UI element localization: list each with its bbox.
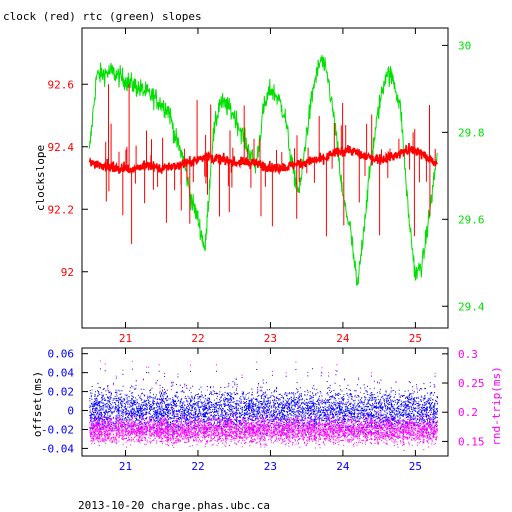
footer-text: 2013-10-20 charge.phas.ubc.ca (78, 499, 270, 512)
y-left-tick-label: 92.4 (48, 141, 75, 154)
y-right-tick-label: 29.8 (458, 126, 485, 139)
top-panel-frame (81, 27, 449, 329)
y-left-tick-label: 92 (61, 266, 74, 279)
offset-points (89, 368, 439, 445)
series-line-rtc (88, 55, 438, 286)
y-left-tick-label: 92.6 (48, 78, 75, 91)
top-ylabel: clockslope (34, 145, 47, 211)
y-left-tick-label: -0.04 (41, 442, 74, 455)
y-left-tick-label: -0.02 (41, 423, 74, 436)
y-right-tick-label: 0.2 (458, 406, 478, 419)
rnd-trip-points (89, 360, 439, 451)
y-left-tick-label: 0.02 (48, 386, 75, 399)
x-tick-label: 22 (191, 332, 204, 345)
x-tick-label: 25 (409, 460, 422, 473)
x-tick-label: 21 (119, 460, 132, 473)
top-panel-ticks: 21 22 23 24 25 92 92.2 92.4 92.6 29.4 29.6 29.8 30 (48, 28, 485, 345)
y-right-tick-label: 0.3 (458, 348, 478, 361)
y-right-tick-label: 29.4 (458, 300, 485, 313)
bottom-ylabel-right: rnd-trip(ms) (490, 366, 503, 445)
bottom-panel-series (89, 360, 439, 451)
y-left-tick-label: 0.04 (48, 367, 75, 380)
y-left-tick-label: 0.06 (48, 348, 75, 361)
chart-title: clock (red) rtc (green) slopes (3, 10, 202, 23)
bottom-panel-frame (81, 347, 449, 457)
x-tick-label: 23 (264, 332, 277, 345)
top-panel-series (88, 55, 438, 286)
x-tick-label: 24 (336, 332, 350, 345)
y-left-tick-label: 0 (67, 405, 74, 418)
bottom-panel-ticks: 21 22 23 24 25 -0.04 -0.02 0 0.02 0.04 0.06 0.15 0.2… (41, 348, 485, 473)
bottom-ylabel-left: offset(ms) (31, 371, 44, 437)
series-line-clock (88, 142, 438, 176)
y-left-tick-label: 92.2 (48, 203, 75, 216)
y-right-tick-label: 30 (458, 39, 471, 52)
y-right-tick-label: 0.25 (458, 377, 485, 390)
x-tick-label: 21 (119, 332, 132, 345)
y-right-tick-label: 0.15 (458, 435, 485, 448)
x-tick-label: 25 (409, 332, 422, 345)
x-tick-label: 23 (264, 460, 277, 473)
x-tick-label: 24 (336, 460, 350, 473)
x-tick-label: 22 (191, 460, 204, 473)
y-right-tick-label: 29.6 (458, 213, 485, 226)
